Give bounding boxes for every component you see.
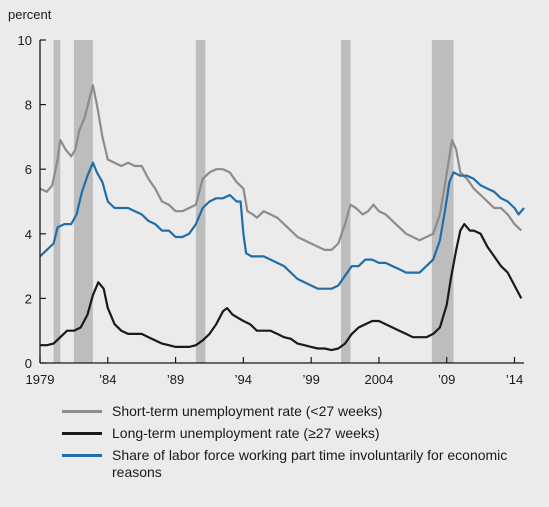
legend-item-short-term: Short-term unemployment rate (<27 weeks) bbox=[62, 403, 532, 420]
x-tick-label: ’99 bbox=[302, 372, 319, 387]
x-tick-label: ’84 bbox=[99, 372, 116, 387]
series-lines bbox=[39, 84, 525, 352]
legend-item-long-term: Long-term unemployment rate (≥27 weeks) bbox=[62, 425, 532, 442]
x-tick-label: ’09 bbox=[438, 372, 455, 387]
y-tick-label: 4 bbox=[25, 227, 32, 242]
y-tick-label: 0 bbox=[25, 356, 32, 371]
series-line-short-term bbox=[39, 84, 523, 251]
legend-swatch-part-time bbox=[62, 454, 102, 457]
legend-label-part-time: Share of labor force working part time i… bbox=[112, 447, 508, 480]
line-chart: percent 0 2 4 6 8 10 1979 ’84 ’89 ’94 ’99 2004 ’09 ’1… bbox=[8, 7, 525, 387]
legend-label-short-term: Short-term unemployment rate (<27 weeks) bbox=[112, 403, 383, 419]
recession-bands bbox=[53, 40, 454, 363]
axes: 0 2 4 6 8 10 1979 ’84 ’89 ’94 ’99 2004 ’09 ’14 bbox=[18, 33, 524, 387]
series-line-long-term bbox=[40, 223, 523, 352]
x-tick-label: ’89 bbox=[167, 372, 184, 387]
y-tick-label: 8 bbox=[25, 98, 32, 113]
series-line-part-time bbox=[39, 161, 525, 290]
x-tick-label: 1979 bbox=[26, 372, 55, 387]
y-tick-label: 2 bbox=[25, 291, 32, 306]
legend-swatch-short-term bbox=[62, 410, 102, 413]
recession-band bbox=[340, 40, 351, 363]
x-tick-label: ’14 bbox=[506, 372, 523, 387]
x-tick-label: ’94 bbox=[235, 372, 252, 387]
x-tick-label: 2004 bbox=[364, 372, 393, 387]
recession-band bbox=[53, 40, 61, 363]
legend-swatch-long-term bbox=[62, 432, 102, 435]
recession-band bbox=[195, 40, 206, 363]
y-axis-label: percent bbox=[8, 7, 52, 22]
y-tick-label: 10 bbox=[18, 33, 32, 48]
legend-label-long-term: Long-term unemployment rate (≥27 weeks) bbox=[112, 425, 380, 441]
y-tick-label: 6 bbox=[25, 162, 32, 177]
legend: Short-term unemployment rate (<27 weeks)… bbox=[62, 403, 532, 486]
legend-item-part-time: Share of labor force working part time i… bbox=[62, 447, 532, 481]
recession-band bbox=[73, 40, 93, 363]
